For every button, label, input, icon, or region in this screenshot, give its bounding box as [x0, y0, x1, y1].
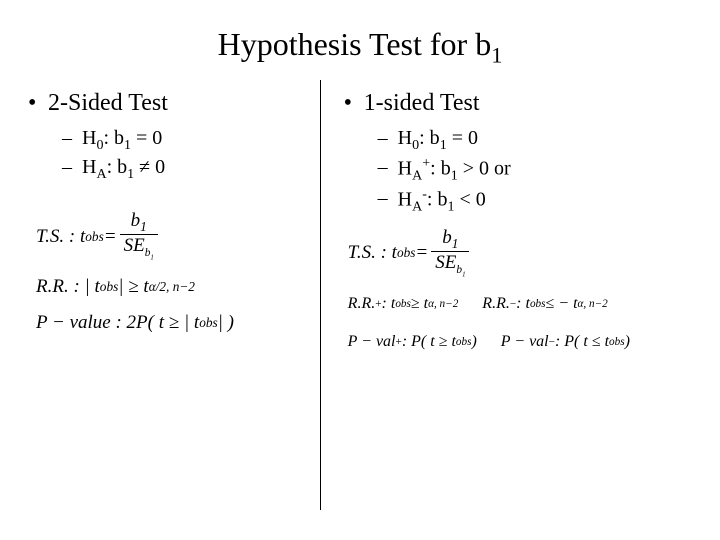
right-ha-plus: HA+: b1 > 0 or	[340, 156, 696, 185]
text: R.R.	[348, 295, 376, 313]
right-rr-minus: R.R.− : tobs ≤ − tα, n−2	[482, 295, 607, 313]
left-ha: HA: b1 ≠ 0	[24, 156, 308, 183]
left-h0: H0: b1 = 0	[24, 127, 308, 154]
left-ts: T.S. : tobs = b1 SEb1	[36, 211, 308, 262]
text: obs	[456, 336, 472, 348]
right-heading: 1-sided Test	[340, 90, 696, 117]
text: =	[415, 242, 428, 264]
text: : b	[427, 189, 448, 211]
text: H	[398, 158, 412, 180]
text: obs	[609, 336, 625, 348]
right-pv-row: P − val+ : P( t ≥ tobs ) P − val− : P( t…	[348, 327, 696, 357]
text: +	[422, 156, 430, 171]
text: SE	[124, 235, 145, 256]
text: : t	[516, 295, 530, 313]
text: H	[398, 189, 412, 211]
right-heading-text: 1-sided Test	[364, 90, 480, 116]
text: = 0	[447, 127, 478, 149]
text: | )	[218, 312, 234, 334]
title-beta: b	[475, 26, 491, 62]
text: b	[131, 210, 141, 231]
right-pv-plus: P − val+ : P( t ≥ tobs )	[348, 333, 477, 351]
text: R.R.	[482, 295, 510, 313]
left-math: T.S. : tobs = b1 SEb1 R.R. : | tobs | ≥ …	[24, 211, 308, 334]
text: obs	[397, 245, 415, 261]
text: )	[625, 333, 630, 351]
text: b	[442, 227, 452, 248]
left-rr: R.R. : | tobs | ≥ tα/2, n−2	[36, 276, 308, 298]
text: ≥ t	[411, 295, 428, 313]
text: 1	[462, 271, 465, 278]
left-column: 2-Sided Test H0: b1 = 0 HA: b1 ≠ 0 T.S. …	[24, 86, 320, 516]
text: : t	[382, 295, 396, 313]
text: 1	[150, 255, 153, 262]
text: A	[96, 167, 106, 182]
text: : b	[103, 127, 124, 149]
text: 1	[124, 138, 131, 153]
text: 1	[140, 219, 147, 234]
text: A	[412, 169, 422, 184]
right-column: 1-sided Test H0: b1 = 0 HA+: b1 > 0 or H…	[320, 86, 696, 516]
left-ts-frac: b1 SEb1	[120, 211, 158, 262]
text: H	[82, 156, 96, 178]
page-title: Hypothesis Test for b1	[24, 26, 696, 68]
text: α, n−2	[578, 298, 608, 310]
text: SE	[435, 252, 456, 273]
text: H	[82, 127, 96, 149]
right-rr-row: R.R.+ : tobs ≥ tα, n−2 R.R.− : tobs ≤ − …	[348, 289, 696, 319]
right-ha-minus: HA-: b1 < 0	[340, 187, 696, 216]
text: α, n−2	[428, 298, 458, 310]
columns: 2-Sided Test H0: b1 = 0 HA: b1 ≠ 0 T.S. …	[24, 86, 696, 516]
text: : P( t ≥ t	[402, 333, 456, 351]
text: : P( t ≤ t	[555, 333, 609, 351]
text: ≠ 0	[134, 156, 165, 178]
left-heading: 2-Sided Test	[24, 90, 308, 117]
text: obs	[199, 315, 217, 331]
text: = 0	[131, 127, 162, 149]
text: 1	[452, 236, 459, 251]
right-math: T.S. : tobs = b1 SEb1 R.R.+ : tobs ≥ tα,…	[340, 228, 696, 357]
slide: Hypothesis Test for b1 2-Sided Test H0: …	[0, 0, 720, 540]
left-heading-text: 2-Sided Test	[48, 90, 168, 116]
text: < 0	[454, 189, 485, 211]
text: obs	[530, 298, 546, 310]
text: 1	[451, 169, 458, 184]
text: P − val	[348, 333, 396, 351]
text: )	[471, 333, 476, 351]
text: A	[412, 200, 422, 215]
text: P − val	[501, 333, 549, 351]
text: ≤ − t	[545, 295, 577, 313]
left-pvalue: P − value : 2P( t ≥ | tobs | )	[36, 312, 308, 334]
text: α/2, n−2	[149, 279, 195, 295]
right-ts-frac: b1 SEb1	[431, 228, 469, 279]
right-pv-minus: P − val− : P( t ≤ tobs )	[501, 333, 630, 351]
text: obs	[100, 279, 118, 295]
text: | ≥ t	[118, 276, 148, 298]
text: obs	[85, 229, 103, 245]
column-divider	[320, 80, 321, 510]
title-text: Hypothesis Test for	[218, 26, 476, 62]
right-rr-plus: R.R.+ : tobs ≥ tα, n−2	[348, 295, 459, 313]
text: P − value : 2P( t ≥ | t	[36, 312, 199, 334]
right-h0: H0: b1 = 0	[340, 127, 696, 154]
title-sub: 1	[491, 42, 502, 67]
text: H	[398, 127, 412, 149]
text: T.S. : t	[36, 226, 85, 248]
text: : b	[419, 127, 440, 149]
text: T.S. : t	[348, 242, 397, 264]
text: : b	[430, 158, 451, 180]
text: obs	[395, 298, 411, 310]
text: R.R. : | t	[36, 276, 100, 298]
text: =	[104, 226, 117, 248]
text: 1	[440, 138, 447, 153]
text: > 0 or	[458, 158, 511, 180]
text: : b	[107, 156, 128, 178]
right-ts: T.S. : tobs = b1 SEb1	[348, 228, 696, 279]
